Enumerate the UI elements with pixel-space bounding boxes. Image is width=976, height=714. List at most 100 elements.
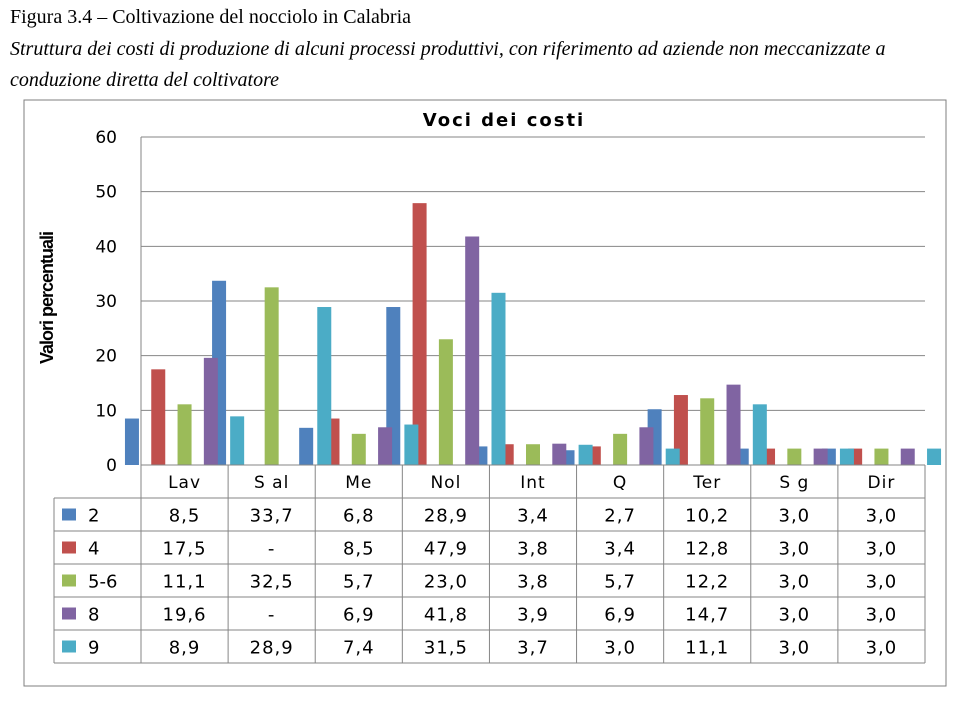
bar bbox=[203, 357, 218, 465]
bar bbox=[378, 427, 393, 465]
bar bbox=[404, 424, 419, 465]
category-label: Dir bbox=[868, 473, 896, 493]
bar bbox=[813, 448, 828, 465]
category-label: S g bbox=[779, 473, 809, 493]
data-label: 3,7 bbox=[517, 638, 549, 659]
y-tick-label: 0 bbox=[106, 456, 117, 476]
bar bbox=[839, 448, 854, 465]
bar bbox=[412, 203, 427, 465]
data-label: 3,0 bbox=[779, 539, 811, 560]
legend-swatch bbox=[62, 640, 76, 653]
data-label: 3,9 bbox=[517, 605, 549, 626]
data-label: 6,9 bbox=[343, 605, 375, 626]
data-label: 11,1 bbox=[163, 572, 207, 593]
bar bbox=[900, 448, 915, 465]
category-label: S al bbox=[254, 473, 289, 493]
category-label: Me bbox=[345, 473, 372, 493]
data-label: 3,0 bbox=[779, 605, 811, 626]
y-tick-label: 20 bbox=[95, 347, 117, 367]
bar-layer bbox=[124, 203, 942, 465]
bar bbox=[526, 444, 540, 465]
y-axis-label: Valori percentuali bbox=[37, 232, 57, 364]
figure-title: Figura 3.4 – Coltivazione del nocciolo i… bbox=[10, 6, 412, 28]
bar bbox=[552, 443, 567, 465]
data-label: 31,5 bbox=[424, 638, 468, 659]
bar bbox=[752, 404, 767, 465]
data-label: 17,5 bbox=[163, 539, 207, 560]
data-label: 3,0 bbox=[604, 638, 636, 659]
series-label: 2 bbox=[88, 506, 99, 527]
legend-swatch bbox=[62, 508, 76, 521]
bar bbox=[700, 398, 715, 465]
data-label: 23,0 bbox=[424, 572, 468, 593]
data-label: 7,4 bbox=[343, 638, 375, 659]
data-label: 12,2 bbox=[685, 572, 729, 593]
data-label: 3,4 bbox=[604, 539, 636, 560]
data-label: 8,9 bbox=[169, 638, 201, 659]
bar bbox=[230, 416, 245, 465]
bar bbox=[639, 427, 654, 465]
y-tick-label: 30 bbox=[95, 292, 117, 312]
y-tick-label: 10 bbox=[95, 401, 117, 421]
y-tick-label: 40 bbox=[95, 237, 117, 257]
figure-subtitle: Struttura dei costi di produzione di alc… bbox=[10, 38, 886, 91]
bar bbox=[613, 433, 628, 465]
data-label: 2,7 bbox=[604, 506, 636, 527]
category-label: Ter bbox=[692, 473, 721, 493]
data-label: 32,5 bbox=[250, 572, 294, 593]
data-label: - bbox=[268, 539, 276, 560]
bar bbox=[787, 448, 802, 465]
data-table: Lav S al Me Nol Int Q Ter S g Dir 2 8,5 33,7 6,8 28,9… bbox=[53, 464, 926, 664]
category-label: Lav bbox=[168, 473, 201, 493]
bar bbox=[673, 395, 688, 465]
data-label: 47,9 bbox=[424, 539, 468, 560]
chart-frame bbox=[23, 99, 947, 687]
bar bbox=[491, 292, 506, 465]
bar bbox=[438, 339, 453, 465]
data-label: 12,8 bbox=[685, 539, 729, 560]
series-label: 4 bbox=[88, 539, 99, 560]
y-tick-label: 50 bbox=[95, 183, 117, 203]
data-label: 3,0 bbox=[866, 506, 898, 527]
category-label: Nol bbox=[430, 473, 461, 493]
data-label: 8,5 bbox=[169, 506, 201, 527]
data-label: 3,4 bbox=[517, 506, 549, 527]
legend-swatch bbox=[62, 574, 76, 587]
legend-swatch bbox=[62, 607, 76, 620]
bar bbox=[299, 427, 314, 465]
data-label: 28,9 bbox=[424, 506, 468, 527]
data-label: 3,8 bbox=[517, 539, 549, 560]
data-label: 3,0 bbox=[866, 605, 898, 626]
data-label: 6,8 bbox=[343, 506, 375, 527]
data-label: 41,8 bbox=[424, 605, 468, 626]
bar bbox=[317, 307, 332, 465]
data-label: - bbox=[268, 605, 276, 626]
series-label: 9 bbox=[88, 638, 99, 659]
data-label: 33,7 bbox=[250, 506, 294, 527]
chart-title: Voci dei costi bbox=[423, 110, 585, 131]
data-label: 8,5 bbox=[343, 539, 375, 560]
data-label: 3,8 bbox=[517, 572, 549, 593]
data-label: 3,0 bbox=[866, 539, 898, 560]
bar bbox=[351, 433, 366, 465]
data-label: 3,0 bbox=[779, 572, 811, 593]
bar bbox=[874, 448, 889, 465]
data-label: 5,7 bbox=[343, 572, 375, 593]
bar bbox=[578, 444, 593, 465]
data-label: 14,7 bbox=[685, 605, 729, 626]
data-label: 10,2 bbox=[685, 506, 729, 527]
bar bbox=[465, 236, 480, 465]
bar bbox=[177, 404, 192, 465]
data-label: 3,0 bbox=[779, 638, 811, 659]
bar bbox=[124, 418, 139, 465]
series-label: 8 bbox=[88, 605, 99, 626]
data-label: 3,0 bbox=[866, 638, 898, 659]
series-label: 5-6 bbox=[88, 572, 117, 593]
data-label: 19,6 bbox=[163, 605, 207, 626]
data-label: 6,9 bbox=[604, 605, 636, 626]
bar bbox=[726, 384, 741, 465]
data-label: 11,1 bbox=[685, 638, 729, 659]
data-label: 5,7 bbox=[604, 572, 636, 593]
bar bbox=[264, 287, 279, 465]
